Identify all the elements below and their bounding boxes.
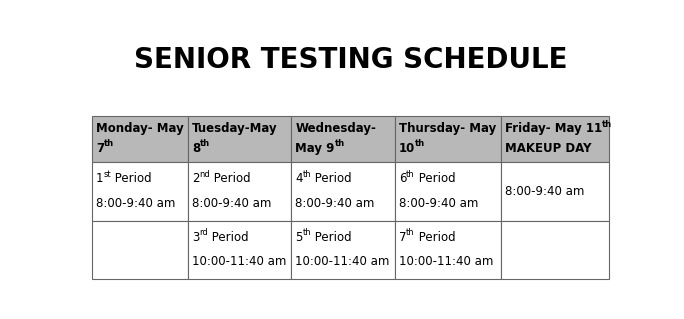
Text: 7: 7 xyxy=(399,231,406,244)
Text: 10: 10 xyxy=(399,142,415,155)
Bar xyxy=(395,162,501,221)
Bar xyxy=(187,221,291,279)
Bar xyxy=(395,221,501,279)
Text: Period: Period xyxy=(415,172,456,185)
Text: 6: 6 xyxy=(399,172,406,185)
Bar xyxy=(291,162,395,221)
Text: th: th xyxy=(334,139,345,148)
Text: st: st xyxy=(103,170,111,179)
Text: 8:00-9:40 am: 8:00-9:40 am xyxy=(96,197,176,210)
Text: Monday- May: Monday- May xyxy=(96,122,184,135)
Text: Period: Period xyxy=(210,172,251,185)
Bar xyxy=(291,116,395,162)
Bar xyxy=(501,116,609,162)
Text: th: th xyxy=(303,170,311,179)
Text: May 9: May 9 xyxy=(295,142,334,155)
Text: 8:00-9:40 am: 8:00-9:40 am xyxy=(505,185,584,198)
Text: 10:00-11:40 am: 10:00-11:40 am xyxy=(399,256,493,268)
Text: 8:00-9:40 am: 8:00-9:40 am xyxy=(192,197,271,210)
Text: Period: Period xyxy=(111,172,152,185)
Bar xyxy=(92,162,187,221)
Bar xyxy=(501,162,609,221)
Text: Period: Period xyxy=(311,231,352,244)
Bar xyxy=(92,116,187,162)
Text: Period: Period xyxy=(208,231,248,244)
Bar xyxy=(501,221,609,279)
Text: 8:00-9:40 am: 8:00-9:40 am xyxy=(399,197,478,210)
Text: 3: 3 xyxy=(192,231,199,244)
Bar xyxy=(187,162,291,221)
Bar xyxy=(92,221,187,279)
Text: 5: 5 xyxy=(295,231,302,244)
Text: th: th xyxy=(406,228,415,237)
Text: 8: 8 xyxy=(192,142,200,155)
Text: th: th xyxy=(406,170,415,179)
Text: rd: rd xyxy=(199,228,208,237)
Text: 1: 1 xyxy=(96,172,103,185)
Text: th: th xyxy=(200,139,210,148)
Text: 10:00-11:40 am: 10:00-11:40 am xyxy=(295,256,390,268)
Bar xyxy=(291,221,395,279)
Text: th: th xyxy=(104,139,114,148)
Text: Period: Period xyxy=(415,231,456,244)
Text: th: th xyxy=(302,228,311,237)
Bar xyxy=(395,116,501,162)
Text: 8:00-9:40 am: 8:00-9:40 am xyxy=(295,197,375,210)
Text: Wednesday-: Wednesday- xyxy=(295,122,376,135)
Text: MAKEUP DAY: MAKEUP DAY xyxy=(505,142,592,155)
Text: Period: Period xyxy=(311,172,352,185)
Bar xyxy=(187,116,291,162)
Text: 2: 2 xyxy=(192,172,199,185)
Text: Friday- May 11: Friday- May 11 xyxy=(505,122,602,135)
Text: nd: nd xyxy=(199,170,210,179)
Text: 7: 7 xyxy=(96,142,104,155)
Text: 4: 4 xyxy=(295,172,303,185)
Text: 10:00-11:40 am: 10:00-11:40 am xyxy=(192,256,286,268)
Text: th: th xyxy=(602,120,612,129)
Text: Tuesday-May: Tuesday-May xyxy=(192,122,278,135)
Text: SENIOR TESTING SCHEDULE: SENIOR TESTING SCHEDULE xyxy=(134,46,567,74)
Text: Thursday- May: Thursday- May xyxy=(399,122,496,135)
Text: th: th xyxy=(415,139,425,148)
